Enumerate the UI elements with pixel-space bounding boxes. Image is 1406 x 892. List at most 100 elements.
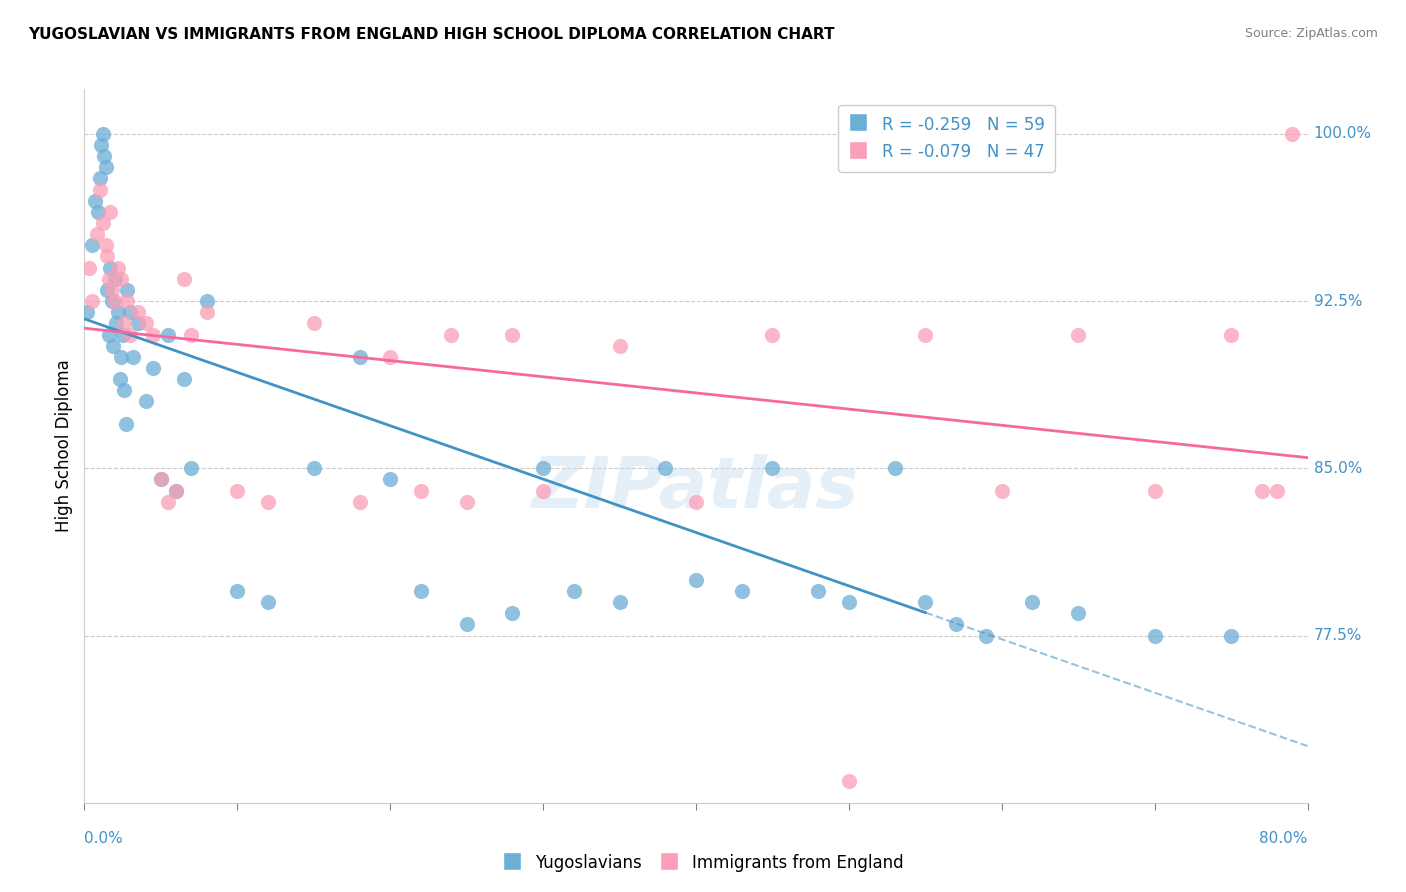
Point — [456, 617, 478, 632]
Text: YUGOSLAVIAN VS IMMIGRANTS FROM ENGLAND HIGH SCHOOL DIPLOMA CORRELATION CHART: YUGOSLAVIAN VS IMMIGRANTS FROM ENGLAND H… — [28, 27, 835, 42]
Point — [87, 204, 110, 219]
Point — [97, 271, 120, 285]
Point — [127, 316, 149, 330]
Point — [76, 305, 98, 319]
Point — [380, 350, 402, 364]
Text: Source: ZipAtlas.com: Source: ZipAtlas.com — [1244, 27, 1378, 40]
Text: 85.0%: 85.0% — [1313, 461, 1362, 475]
Point — [501, 327, 523, 342]
Point — [120, 305, 142, 319]
Point — [914, 327, 936, 342]
Point — [1265, 483, 1288, 498]
Point — [226, 583, 249, 598]
Point — [84, 194, 107, 208]
Point — [349, 350, 371, 364]
Point — [96, 250, 118, 264]
Point — [257, 595, 280, 609]
Text: 0.0%: 0.0% — [84, 831, 124, 847]
Point — [1067, 327, 1090, 342]
Point — [1220, 327, 1243, 342]
Point — [409, 583, 432, 598]
Point — [976, 628, 998, 642]
Point — [101, 283, 124, 297]
Point — [91, 127, 114, 141]
Point — [1250, 483, 1272, 498]
Point — [93, 149, 115, 163]
Point — [380, 472, 402, 486]
Text: 92.5%: 92.5% — [1313, 293, 1362, 309]
Point — [349, 494, 371, 508]
Point — [94, 238, 117, 252]
Point — [91, 216, 114, 230]
Point — [104, 293, 127, 308]
Point — [440, 327, 463, 342]
Point — [165, 483, 187, 498]
Point — [115, 293, 138, 308]
Point — [112, 384, 135, 398]
Point — [107, 260, 129, 275]
Point — [135, 394, 157, 409]
Text: ZIPatlas: ZIPatlas — [533, 454, 859, 524]
Point — [120, 327, 142, 342]
Point — [409, 483, 432, 498]
Point — [89, 171, 111, 186]
Y-axis label: High School Diploma: High School Diploma — [55, 359, 73, 533]
Point — [90, 138, 112, 153]
Text: 77.5%: 77.5% — [1313, 628, 1362, 643]
Point — [122, 350, 145, 364]
Point — [77, 260, 100, 275]
Point — [105, 316, 128, 330]
Point — [157, 494, 180, 508]
Point — [562, 583, 585, 598]
Point — [110, 271, 132, 285]
Legend: R = -0.259   N = 59, R = -0.079   N = 47: R = -0.259 N = 59, R = -0.079 N = 47 — [838, 104, 1054, 171]
Point — [142, 327, 165, 342]
Point — [157, 327, 180, 342]
Point — [531, 483, 554, 498]
Point — [731, 583, 754, 598]
Point — [114, 417, 136, 431]
Point — [110, 350, 132, 364]
Point — [838, 773, 860, 788]
Point — [173, 271, 195, 285]
Point — [173, 372, 195, 386]
Point — [112, 316, 135, 330]
Point — [226, 483, 249, 498]
Point — [302, 316, 325, 330]
Point — [80, 293, 103, 308]
Point — [89, 182, 111, 196]
Point — [257, 494, 280, 508]
Point — [97, 327, 120, 342]
Point — [685, 573, 707, 587]
Legend: Yugoslavians, Immigrants from England: Yugoslavians, Immigrants from England — [495, 847, 911, 880]
Point — [990, 483, 1012, 498]
Point — [111, 327, 134, 342]
Point — [149, 472, 172, 486]
Point — [807, 583, 830, 598]
Point — [1143, 628, 1166, 642]
Point — [761, 461, 783, 475]
Point — [101, 293, 124, 308]
Point — [914, 595, 936, 609]
Point — [195, 305, 218, 319]
Point — [195, 293, 218, 308]
Point — [609, 595, 631, 609]
Point — [142, 360, 165, 375]
Point — [103, 338, 125, 352]
Point — [149, 472, 172, 486]
Point — [107, 305, 129, 319]
Point — [456, 494, 478, 508]
Point — [302, 461, 325, 475]
Point — [180, 461, 202, 475]
Point — [1143, 483, 1166, 498]
Point — [685, 494, 707, 508]
Point — [838, 595, 860, 609]
Point — [531, 461, 554, 475]
Text: 80.0%: 80.0% — [1260, 831, 1308, 847]
Point — [165, 483, 187, 498]
Point — [104, 271, 127, 285]
Point — [127, 305, 149, 319]
Point — [135, 316, 157, 330]
Point — [86, 227, 108, 241]
Point — [96, 283, 118, 297]
